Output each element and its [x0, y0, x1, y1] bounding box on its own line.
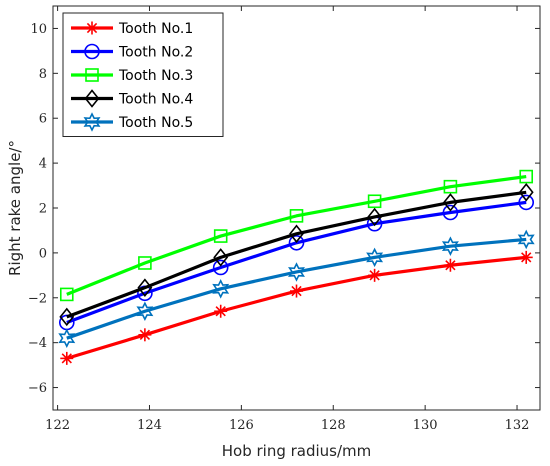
- data-point-s3-p7: [519, 169, 534, 184]
- y-tick-label: 6: [39, 112, 47, 127]
- series-line-4: [66, 190, 527, 319]
- data-point-s4-p5: [367, 207, 383, 227]
- data-point-s4-p7: [518, 183, 534, 202]
- data-point-s2-p3: [212, 259, 229, 276]
- data-point-s5-p4: [288, 262, 305, 282]
- legend-label-2: Tooth No.2: [118, 45, 193, 61]
- series-line-3: [66, 174, 527, 296]
- y-tick-label: 8: [39, 67, 47, 82]
- data-point-s1-p1: [60, 351, 74, 365]
- data-point-s2-p6: [442, 204, 459, 221]
- series-4: [59, 183, 534, 327]
- data-point-s3-p2: [138, 256, 152, 270]
- data-point-s3-p3: [213, 229, 228, 243]
- data-point-s3-p4: [289, 209, 304, 223]
- series-line-5: [66, 237, 527, 340]
- series-1: [60, 250, 533, 365]
- data-point-s1-p7: [519, 250, 533, 264]
- legend: Tooth No.1 Tooth No.2 Tooth No.3 Tooth No.4…: [62, 12, 224, 137]
- series-5: [58, 229, 535, 348]
- x-tick-label: 122: [45, 418, 70, 433]
- legend-marker-1: [85, 21, 99, 35]
- y-tick-label: 10: [30, 22, 47, 37]
- data-point-s2-p7: [518, 194, 535, 211]
- legend-label-3: Tooth No.3: [118, 68, 193, 84]
- x-tick-label: 124: [137, 418, 162, 433]
- legend-marker-5: [83, 112, 101, 132]
- legend-entry-5: Tooth No.5: [71, 112, 193, 132]
- data-point-s1-p4: [290, 284, 303, 298]
- data-point-s1-p6: [443, 258, 457, 272]
- data-point-s4-p2: [137, 278, 153, 297]
- y-tick-label: −2: [28, 291, 47, 306]
- legend-marker-4: [84, 89, 100, 108]
- x-tick-label: 128: [321, 418, 346, 433]
- data-point-s3-p5: [367, 194, 382, 209]
- data-point-s3-p1: [59, 287, 74, 302]
- data-point-s3-p6: [443, 179, 458, 194]
- y-tick-label: −6: [28, 381, 47, 396]
- y-tick-label: 2: [39, 202, 47, 217]
- data-point-s4-p3: [213, 248, 229, 267]
- y-tick-label: 4: [39, 157, 47, 172]
- legend-marker-2: [84, 43, 100, 60]
- data-point-s5-p6: [441, 236, 459, 256]
- legend-entry-4: Tooth No.4: [71, 89, 193, 108]
- axes-layer: 122 124 126 128 130 132 −6 −4 −2 0 2 4 6 8 10: [28, 5, 541, 433]
- legend-label-4: Tooth No.4: [118, 92, 193, 108]
- legend-marker-3: [85, 68, 99, 82]
- data-point-s5-p5: [366, 247, 384, 268]
- legend-label-1: Tooth No.1: [118, 21, 193, 37]
- x-axis-title: Hob ring radius/mm: [222, 442, 372, 460]
- data-point-s5-p1: [58, 328, 76, 348]
- data-point-s1-p3: [214, 304, 228, 318]
- x-tick-label: 130: [413, 418, 438, 433]
- data-point-s1-p2: [138, 328, 152, 342]
- data-point-s5-p2: [136, 301, 154, 322]
- legend-entry-2: Tooth No.2: [71, 43, 193, 61]
- data-point-s4-p1: [59, 307, 75, 327]
- data-point-s4-p4: [289, 224, 304, 244]
- x-tick-label: 126: [229, 418, 254, 433]
- x-tick-label: 132: [505, 418, 530, 433]
- data-point-s2-p4: [288, 234, 305, 251]
- data-point-s5-p7: [517, 229, 535, 250]
- series-layer: [58, 169, 535, 365]
- legend-label-5: Tooth No.5: [118, 115, 193, 131]
- legend-entry-1: Tooth No.1: [71, 21, 193, 37]
- data-point-s1-p5: [368, 268, 382, 282]
- y-tick-label: 0: [39, 246, 47, 261]
- series-3: [59, 169, 534, 302]
- data-point-s5-p3: [212, 279, 230, 299]
- data-point-s4-p6: [442, 193, 458, 212]
- y-tick-label: −4: [28, 336, 47, 351]
- y-axis-title: Right rake angle/°: [6, 140, 24, 276]
- legend-entry-3: Tooth No.3: [71, 68, 193, 84]
